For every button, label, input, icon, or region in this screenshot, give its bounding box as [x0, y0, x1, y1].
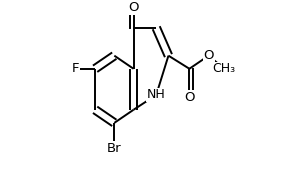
Text: O: O — [128, 1, 139, 14]
Text: O: O — [203, 49, 214, 62]
Text: CH₃: CH₃ — [213, 62, 236, 75]
Text: O: O — [184, 91, 195, 104]
Text: NH: NH — [147, 88, 166, 101]
Text: F: F — [72, 62, 80, 75]
Text: Br: Br — [107, 142, 122, 155]
